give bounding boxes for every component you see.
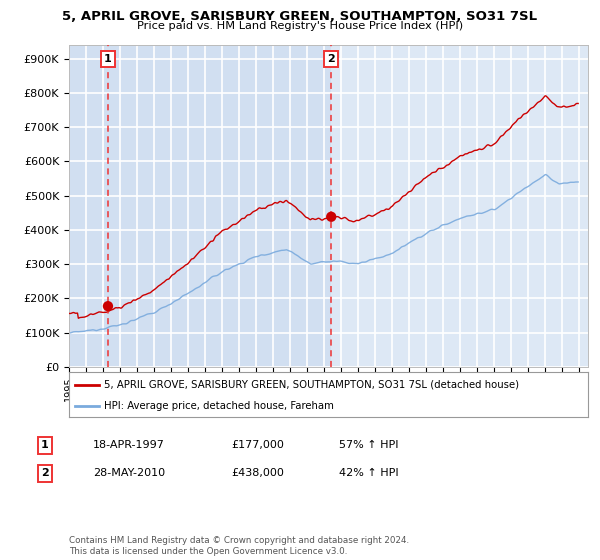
Text: 18-APR-1997: 18-APR-1997 xyxy=(93,440,165,450)
Bar xyxy=(69,45,331,367)
Text: 57% ↑ HPI: 57% ↑ HPI xyxy=(339,440,398,450)
Text: £438,000: £438,000 xyxy=(231,468,284,478)
Text: 2: 2 xyxy=(41,468,49,478)
Text: Contains HM Land Registry data © Crown copyright and database right 2024.
This d: Contains HM Land Registry data © Crown c… xyxy=(69,536,409,556)
Text: 1: 1 xyxy=(41,440,49,450)
Text: 42% ↑ HPI: 42% ↑ HPI xyxy=(339,468,398,478)
Text: 2: 2 xyxy=(328,54,335,64)
Text: Price paid vs. HM Land Registry's House Price Index (HPI): Price paid vs. HM Land Registry's House … xyxy=(137,21,463,31)
Text: 5, APRIL GROVE, SARISBURY GREEN, SOUTHAMPTON, SO31 7SL (detached house): 5, APRIL GROVE, SARISBURY GREEN, SOUTHAM… xyxy=(104,380,520,390)
Text: £177,000: £177,000 xyxy=(231,440,284,450)
Text: HPI: Average price, detached house, Fareham: HPI: Average price, detached house, Fare… xyxy=(104,401,334,411)
Text: 28-MAY-2010: 28-MAY-2010 xyxy=(93,468,165,478)
Point xyxy=(103,302,113,311)
Point xyxy=(326,212,336,221)
Text: 5, APRIL GROVE, SARISBURY GREEN, SOUTHAMPTON, SO31 7SL: 5, APRIL GROVE, SARISBURY GREEN, SOUTHAM… xyxy=(62,10,538,22)
Text: 1: 1 xyxy=(104,54,112,64)
